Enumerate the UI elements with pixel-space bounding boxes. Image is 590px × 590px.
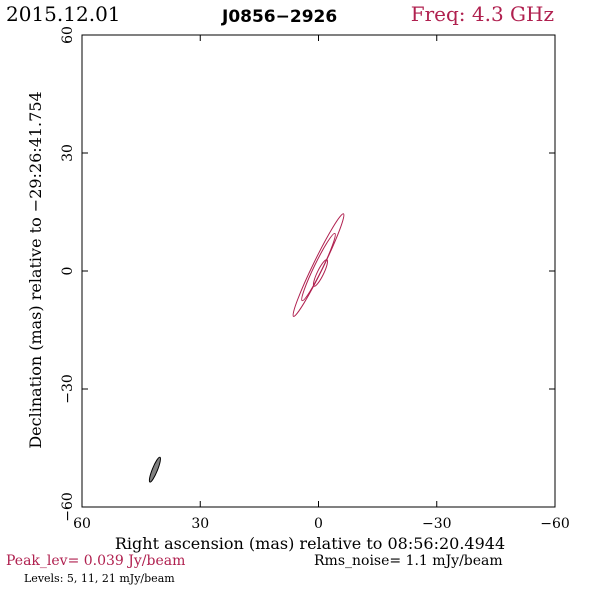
- x-tick-label: 30: [191, 516, 209, 532]
- contour-levels: Levels: 5, 11, 21 mJy/beam: [24, 572, 175, 585]
- peak-level: Peak_lev= 0.039 Jy/beam: [6, 553, 186, 569]
- contour-line: [301, 232, 336, 302]
- tick-label-layer: 60 30 0 −30 −60 −60 −30 0 30 60: [60, 26, 570, 532]
- y-axis-label: Declination (mas) relative to −29:26:41.…: [26, 91, 45, 448]
- beam-layer: [148, 456, 161, 483]
- x-axis-label: Right ascension (mas) relative to 08:56:…: [115, 534, 505, 553]
- y-tick-label: −30: [60, 374, 76, 404]
- x-tick-label: 0: [314, 516, 323, 532]
- rms-noise: Rms_noise= 1.1 mJy/beam: [314, 553, 503, 569]
- tick-layer: [81, 34, 556, 508]
- plot-frame: [81, 34, 556, 508]
- y-tick-label: 60: [60, 26, 76, 44]
- frequency-label: Freq: 4.3 GHz: [410, 2, 554, 26]
- x-tick-label: −60: [540, 516, 570, 532]
- y-tick-label: 30: [60, 144, 76, 162]
- contour-line: [312, 259, 329, 287]
- x-tick-label: 60: [73, 516, 91, 532]
- observation-date: 2015.12.01: [6, 2, 121, 26]
- contour-line: [292, 213, 345, 317]
- y-tick-label: 0: [60, 267, 76, 276]
- y-tick-label: −60: [60, 492, 76, 522]
- source-name: J0856−2926: [222, 7, 338, 27]
- beam-ellipse: [148, 456, 161, 483]
- x-tick-label: −30: [422, 516, 452, 532]
- contour-layer: [292, 213, 345, 317]
